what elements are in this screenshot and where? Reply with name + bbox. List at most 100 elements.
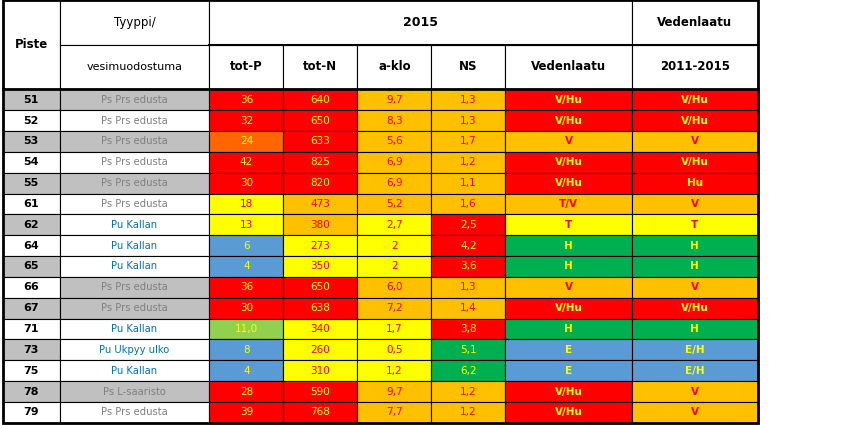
Bar [431, 152, 505, 173]
Bar [357, 193, 431, 214]
Bar [209, 110, 283, 131]
Text: 64: 64 [24, 241, 39, 251]
Text: H: H [690, 241, 699, 251]
Bar [283, 235, 357, 256]
Bar [60, 45, 209, 89]
Bar [431, 340, 505, 360]
Bar [3, 360, 60, 381]
Text: 75: 75 [24, 366, 39, 376]
Bar [3, 277, 60, 298]
Bar [431, 173, 505, 193]
Text: V/Hu: V/Hu [680, 116, 709, 125]
Bar [60, 319, 209, 340]
Bar [209, 131, 283, 152]
Bar [60, 340, 209, 360]
Text: 3,8: 3,8 [460, 324, 477, 334]
Text: 53: 53 [24, 136, 39, 146]
Text: H: H [564, 324, 573, 334]
Bar [431, 214, 505, 235]
Bar [209, 277, 283, 298]
Bar [3, 381, 60, 402]
Bar [632, 89, 758, 110]
Bar [632, 173, 758, 193]
Text: 36: 36 [240, 282, 253, 292]
Text: 5,2: 5,2 [386, 199, 403, 209]
Bar [209, 152, 283, 173]
Text: 2: 2 [391, 261, 398, 272]
Bar [60, 256, 209, 277]
Bar [283, 152, 357, 173]
Text: 2011-2015: 2011-2015 [659, 60, 730, 74]
Text: V: V [690, 136, 699, 146]
Text: 24: 24 [240, 136, 253, 146]
Text: 30: 30 [240, 178, 253, 188]
Text: 6,9: 6,9 [386, 178, 403, 188]
Text: V/Hu: V/Hu [554, 303, 583, 313]
Text: vesimuodostuma: vesimuodostuma [87, 62, 182, 72]
Bar [60, 214, 209, 235]
Text: 67: 67 [24, 303, 39, 313]
Bar [632, 381, 758, 402]
Bar [505, 381, 632, 402]
Bar [357, 402, 431, 423]
Bar [357, 360, 431, 381]
Bar [632, 214, 758, 235]
Text: 1,2: 1,2 [386, 366, 403, 376]
Bar [283, 193, 357, 214]
Bar [60, 235, 209, 256]
Text: 32: 32 [240, 116, 253, 125]
Text: 590: 590 [310, 387, 331, 397]
Bar [3, 152, 60, 173]
Bar [632, 193, 758, 214]
Text: 79: 79 [24, 408, 39, 417]
Bar [283, 298, 357, 319]
Bar [357, 45, 431, 89]
Text: 7,2: 7,2 [386, 303, 403, 313]
Bar [283, 381, 357, 402]
Bar [505, 340, 632, 360]
Bar [431, 360, 505, 381]
Text: 7,7: 7,7 [386, 408, 403, 417]
Text: V/Hu: V/Hu [554, 157, 583, 167]
Text: V/Hu: V/Hu [554, 116, 583, 125]
Text: 1,3: 1,3 [460, 95, 477, 105]
Bar [60, 89, 209, 110]
Bar [357, 298, 431, 319]
Bar [505, 360, 632, 381]
Text: 820: 820 [310, 178, 331, 188]
Text: 6,2: 6,2 [460, 366, 477, 376]
Text: Ps Prs edusta: Ps Prs edusta [101, 303, 168, 313]
Text: 9,7: 9,7 [386, 95, 403, 105]
Text: 473: 473 [310, 199, 331, 209]
Bar [632, 256, 758, 277]
Text: H: H [564, 261, 573, 272]
Bar [209, 214, 283, 235]
Text: H: H [564, 241, 573, 251]
Text: V: V [690, 387, 699, 397]
Text: 650: 650 [310, 116, 331, 125]
Bar [283, 277, 357, 298]
Bar [3, 110, 60, 131]
Text: Ps Prs edusta: Ps Prs edusta [101, 408, 168, 417]
Text: 55: 55 [24, 178, 39, 188]
Bar [283, 360, 357, 381]
Bar [357, 214, 431, 235]
Text: 1,7: 1,7 [386, 324, 403, 334]
Text: 640: 640 [310, 95, 331, 105]
Text: NS: NS [459, 60, 478, 74]
Text: 1,3: 1,3 [460, 116, 477, 125]
Text: V/Hu: V/Hu [680, 157, 709, 167]
Text: Ps Prs edusta: Ps Prs edusta [101, 157, 168, 167]
Text: 52: 52 [24, 116, 39, 125]
Text: 54: 54 [24, 157, 39, 167]
Text: 62: 62 [24, 220, 39, 230]
Text: 1,1: 1,1 [460, 178, 477, 188]
Bar [283, 214, 357, 235]
Text: Ps Prs edusta: Ps Prs edusta [101, 178, 168, 188]
Text: Ps Prs edusta: Ps Prs edusta [101, 136, 168, 146]
Bar [3, 0, 758, 423]
Bar [431, 256, 505, 277]
Text: Ps Prs edusta: Ps Prs edusta [101, 282, 168, 292]
Text: T: T [691, 220, 698, 230]
Bar [209, 402, 283, 423]
